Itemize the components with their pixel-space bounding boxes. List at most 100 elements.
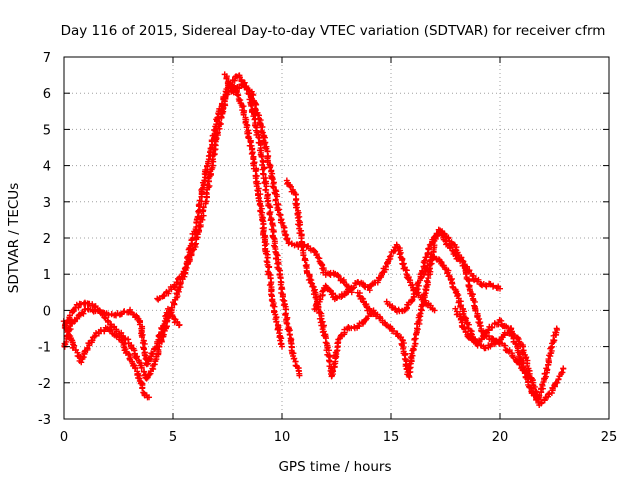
data-point <box>419 267 426 274</box>
data-point <box>192 241 199 248</box>
series-arc-7 <box>311 241 438 314</box>
data-point <box>74 315 81 322</box>
data-point <box>277 212 284 219</box>
data-point <box>505 348 512 355</box>
data-point <box>285 327 292 334</box>
data-point <box>458 254 465 261</box>
data-point <box>555 376 562 383</box>
data-point <box>227 83 234 90</box>
data-point <box>216 119 223 126</box>
data-point <box>75 304 82 311</box>
data-point <box>475 276 482 283</box>
data-point <box>105 312 112 319</box>
data-point <box>319 288 326 295</box>
data-point <box>443 241 450 248</box>
data-point <box>202 198 209 205</box>
data-point <box>248 102 255 109</box>
y-tick-label: 7 <box>43 51 51 66</box>
data-point <box>386 253 393 260</box>
data-point <box>291 355 298 362</box>
data-point <box>446 272 453 279</box>
y-tick-label: -3 <box>38 413 51 428</box>
data-point <box>257 191 264 198</box>
data-point <box>337 332 344 339</box>
data-point <box>296 372 303 379</box>
data-point <box>396 251 403 258</box>
data-point <box>316 309 323 316</box>
y-tick-label: 0 <box>43 304 51 319</box>
x-tick-label: 5 <box>169 430 177 445</box>
data-point <box>497 285 503 292</box>
data-point <box>273 318 280 325</box>
data-point <box>457 315 464 322</box>
data-point <box>554 379 561 386</box>
data-point <box>411 335 418 342</box>
data-point <box>490 282 497 289</box>
series-arc-11 <box>452 305 561 403</box>
data-point <box>228 82 235 89</box>
data-point <box>238 78 245 85</box>
x-tick-label: 15 <box>383 430 400 445</box>
x-axis-label: GPS time / hours <box>278 459 391 475</box>
data-point <box>80 310 87 317</box>
data-point <box>270 184 277 191</box>
data-point <box>279 219 286 226</box>
data-point <box>425 245 432 252</box>
data-point <box>141 340 148 347</box>
data-point <box>328 291 335 298</box>
data-point <box>92 303 99 310</box>
data-point <box>536 392 543 399</box>
data-point <box>542 373 549 380</box>
data-point <box>351 284 358 291</box>
data-point <box>319 318 326 325</box>
data-point <box>265 264 272 271</box>
data-point <box>543 365 550 372</box>
data-point <box>138 364 145 371</box>
data-point <box>253 101 260 108</box>
data-point <box>483 283 490 290</box>
series-arc-5 <box>221 71 355 296</box>
data-point <box>270 300 277 307</box>
data-point <box>414 326 421 333</box>
data-point <box>258 153 265 160</box>
data-point <box>275 207 282 214</box>
data-point <box>251 116 258 123</box>
data-point <box>560 365 567 372</box>
data-point <box>320 322 327 329</box>
data-point <box>387 252 394 259</box>
data-point <box>79 309 86 316</box>
data-point <box>132 365 139 372</box>
data-point <box>125 350 132 357</box>
data-point <box>66 312 73 319</box>
data-point <box>257 208 264 215</box>
series-arc-3 <box>61 72 303 382</box>
data-point <box>121 308 128 315</box>
data-point <box>139 334 146 341</box>
series-arc-6 <box>283 177 377 380</box>
data-point <box>127 306 134 313</box>
data-point <box>462 328 469 335</box>
data-point <box>399 336 406 343</box>
data-point <box>164 305 171 312</box>
data-point <box>548 344 555 351</box>
data-point <box>493 337 500 344</box>
data-point <box>452 246 459 253</box>
axis-ticks <box>63 56 610 420</box>
data-point <box>298 243 305 250</box>
data-point <box>146 371 153 378</box>
data-point <box>361 283 368 290</box>
data-point <box>489 324 496 331</box>
y-tick-label: 1 <box>43 268 51 283</box>
data-point <box>200 204 207 211</box>
data-point <box>174 318 181 325</box>
data-point <box>323 285 330 292</box>
data-point <box>277 337 284 344</box>
data-point <box>263 258 270 265</box>
y-tick-label: 5 <box>43 123 51 138</box>
data-point <box>553 325 560 332</box>
x-tick-label: 20 <box>492 430 509 445</box>
data-point <box>186 256 193 263</box>
data-point <box>507 329 514 336</box>
data-point <box>141 368 148 375</box>
data-point <box>279 286 286 293</box>
